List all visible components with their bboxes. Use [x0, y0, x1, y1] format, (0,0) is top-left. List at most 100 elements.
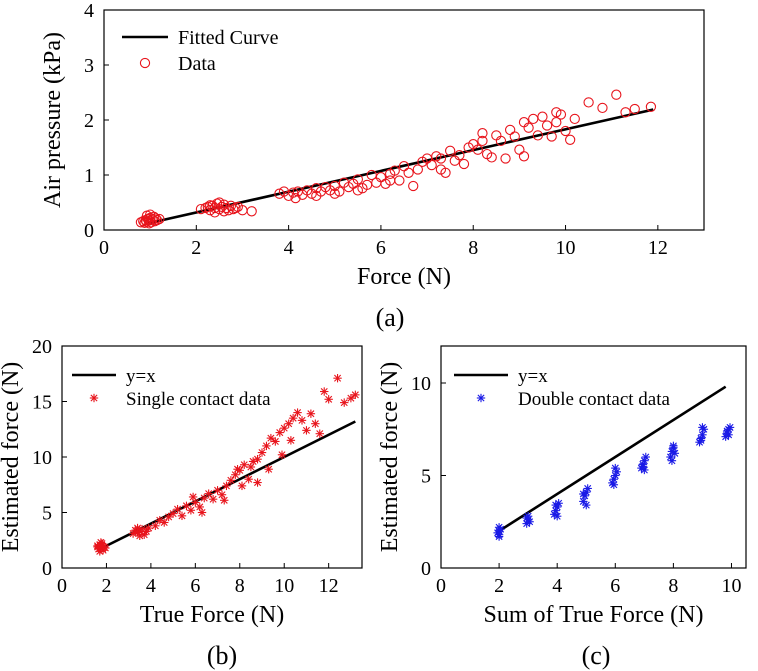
chart-c-data-point — [551, 500, 560, 510]
chart-a-data-point — [202, 201, 213, 213]
chart-a-data-point — [218, 206, 230, 217]
chart-c-data-point — [698, 423, 707, 432]
chart-c-data-point — [525, 517, 534, 526]
chart-c-data-point — [670, 449, 680, 458]
chart-b-data-point — [135, 531, 144, 541]
chart-a-ytick-label: 4 — [84, 0, 94, 22]
chart-c-data-point — [698, 430, 707, 439]
chart-b-data-point — [246, 462, 256, 472]
chart-a-legend-label-fit: Fitted Curve — [178, 27, 279, 49]
chart-a-data-point — [435, 153, 447, 164]
chart-b-data-point — [144, 523, 153, 533]
chart-a-data-point — [135, 217, 147, 228]
chart-a-data-point — [509, 131, 520, 142]
chart-a-data-point — [408, 180, 419, 192]
chart-b-xtick-label: 12 — [319, 575, 339, 597]
chart-a-data-point — [311, 190, 322, 202]
chart-a-data-point — [523, 122, 534, 133]
chart-b-legend-marker-sample — [89, 393, 99, 403]
chart-b-data-point — [204, 489, 213, 498]
chart-c-xtick-label: 2 — [494, 575, 504, 597]
chart-b-data-point — [346, 393, 356, 403]
chart-a-data-point — [334, 186, 345, 197]
chart-b-data-point — [277, 450, 287, 459]
chart-a-data-point — [537, 111, 548, 122]
chart-c-xtick-label: 10 — [721, 575, 741, 597]
chart-b-xtick-label: 6 — [190, 575, 200, 597]
chart-b-data-point — [177, 511, 187, 521]
chart-c-data-point — [667, 456, 677, 465]
chart-b-data-point — [96, 538, 106, 547]
chart-c-data-point — [494, 532, 504, 541]
chart-a-data-point — [486, 152, 497, 163]
chart-a-data-point — [246, 206, 257, 217]
chart-b-data-point — [293, 408, 302, 417]
chart-a-ytick-label: 2 — [84, 110, 94, 132]
chart-a-xlabel: Force (N) — [357, 264, 451, 290]
chart-b-data-point — [253, 455, 262, 464]
chart-b-data-point — [315, 429, 324, 438]
chart-c-data-point — [579, 489, 588, 499]
chart-c-data-point — [725, 423, 735, 432]
chart-a-data-point — [458, 158, 470, 170]
chart-c-xtick-label: 0 — [436, 575, 446, 597]
chart-c-data-point — [579, 497, 588, 506]
chart-b-ytick-label: 10 — [32, 447, 52, 469]
chart-a-data-point — [389, 165, 400, 176]
chart-c-data-point — [522, 513, 531, 523]
chart-c-data-point — [724, 430, 733, 439]
chart-a-data-point — [560, 125, 571, 137]
chart-a-legend-label-data: Data — [178, 53, 216, 75]
chart-b-data-point — [133, 523, 142, 533]
chart-a-legend-marker-sample — [139, 57, 151, 69]
caption-c: (c) — [582, 641, 611, 670]
chart-c-data-point — [641, 452, 650, 462]
chart-a-ytick-label: 0 — [84, 220, 94, 242]
chart-a-xtick-label: 10 — [556, 237, 576, 259]
chart-b-data-point — [264, 465, 273, 474]
caption-a: (a) — [376, 303, 405, 332]
chart-c-data-point — [640, 465, 649, 475]
chart-c-data-point — [583, 484, 592, 493]
chart-b-data-point — [142, 527, 151, 536]
chart-c-xtick-label: 8 — [668, 575, 678, 597]
chart-a-data-point — [230, 202, 241, 214]
chart-b-xtick-label: 0 — [57, 575, 67, 597]
chart-b-legend-label-fit: y=x — [126, 366, 156, 387]
chart-b-legend-label-data: Single contact data — [126, 389, 271, 410]
chart-c-data-point — [552, 512, 562, 521]
chart-b-data-point — [340, 398, 349, 407]
chart-a-data-point — [505, 124, 516, 136]
chart-b-data-point — [306, 409, 316, 418]
chart-a-data-point — [565, 134, 576, 145]
chart-c-data-point — [554, 499, 563, 508]
chart-b-data-point — [188, 492, 198, 502]
chart-c-ytick-label: 10 — [411, 373, 431, 395]
chart-b-data-point — [288, 413, 298, 423]
chart-a-data-point — [518, 151, 530, 162]
chart-a-data-point — [472, 144, 483, 155]
chart-b-data-point — [320, 387, 329, 396]
chart-a-data-point — [477, 128, 488, 139]
chart-c-ylabel: Estimated force (N) — [377, 362, 403, 553]
chart-c-ytick-label: 5 — [421, 466, 431, 488]
chart-a-data-point — [290, 192, 301, 204]
chart-b-data-point — [266, 433, 276, 443]
chart-a-data-point — [583, 97, 594, 108]
chart-a-data-point — [629, 103, 640, 115]
chart-a-data-point — [551, 117, 562, 128]
chart-b-data-point — [333, 373, 342, 383]
chart-b-data-point — [101, 543, 110, 553]
chart-c-data-point — [612, 467, 621, 476]
chart-a-xtick-label: 2 — [191, 237, 201, 259]
chart-b-data-point — [297, 416, 307, 425]
chart-c-ytick-label: 0 — [421, 558, 431, 580]
chart-b-data-point — [173, 504, 182, 514]
chart-a-data-point — [611, 89, 622, 100]
chart-a-data-point — [329, 188, 340, 199]
chart-a-data-point — [500, 153, 511, 164]
chart-a-data-point — [551, 107, 562, 118]
chart-b-data-point — [200, 493, 209, 503]
chart-a-data-point — [431, 151, 442, 162]
